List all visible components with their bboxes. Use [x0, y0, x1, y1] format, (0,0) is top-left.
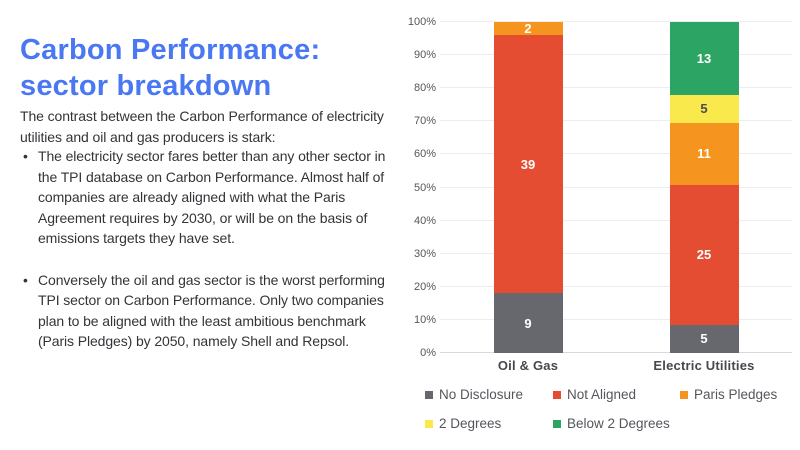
- y-axis-tick-label: 0%: [420, 347, 436, 359]
- legend-label: Paris Pledges: [694, 387, 778, 402]
- gridline: [440, 87, 792, 89]
- legend-item: Paris Pledges: [680, 387, 777, 402]
- bar-segment: 11: [669, 123, 739, 185]
- legend-swatch: [425, 419, 433, 428]
- bar-segment-value: 9: [524, 315, 532, 331]
- gridline: [440, 352, 792, 353]
- plot-area: 9 39 2 5 25 11 5 13: [440, 21, 792, 353]
- gridline: [440, 120, 792, 122]
- chart-legend: No Disclosure Not Aligned Paris Pledges 2 D…: [425, 387, 777, 431]
- gridline: [440, 318, 792, 320]
- x-axis-category-label: Oil & Gas: [497, 358, 559, 373]
- legend-item: Below 2 Degrees: [553, 416, 680, 431]
- gridline: [440, 285, 792, 287]
- legend-label: No Disclosure: [439, 387, 524, 402]
- page-title-line1: Carbon Performance:: [20, 34, 321, 67]
- gridline: [440, 54, 792, 56]
- y-axis-tick-label: 70%: [413, 115, 436, 128]
- legend-label: 2 Degrees: [439, 416, 502, 431]
- y-axis-tick-label: 80%: [413, 82, 436, 95]
- bar-segment-value: 39: [520, 156, 536, 172]
- bar-segment-value: 25: [696, 247, 712, 263]
- bar-segment-value: 13: [696, 50, 712, 66]
- gridline: [440, 186, 792, 188]
- bar-segment: 13: [669, 22, 739, 95]
- y-axis-tick-label: 90%: [413, 49, 436, 62]
- legend-label: Not Aligned: [567, 387, 637, 402]
- bullet-item: Conversely the oil and gas sector is the…: [22, 270, 394, 352]
- stacked-bar: 9 39 2: [493, 21, 563, 353]
- bar-segment: 9: [493, 293, 563, 353]
- gridline: [440, 21, 792, 22]
- x-axis-category-label: Electric Utilities: [653, 358, 755, 373]
- bar-segment-value: 5: [700, 331, 708, 347]
- legend-label: Below 2 Degrees: [567, 416, 670, 431]
- bar-segment-value: 11: [697, 146, 711, 162]
- gridline: [440, 153, 792, 155]
- gridline: [440, 219, 792, 221]
- y-axis-tick-label: 50%: [413, 181, 436, 194]
- y-axis-tick-label: 20%: [413, 280, 436, 293]
- bar-segment: 2: [493, 21, 563, 37]
- legend-swatch: [553, 390, 561, 399]
- bullet-list: The electricity sector fares better than…: [22, 146, 394, 373]
- bar-segment: 39: [493, 35, 563, 294]
- x-axis: Oil & Gas Electric Utilities: [440, 358, 792, 376]
- stacked-bar: 5 25 11 5 13: [669, 22, 739, 353]
- legend-swatch: [680, 390, 688, 399]
- gridline: [440, 252, 792, 254]
- bar-segment: 5: [669, 324, 739, 353]
- page-title-line2: sector breakdown: [20, 70, 272, 103]
- intro-paragraph: The contrast between the Carbon Performa…: [20, 108, 384, 145]
- bullet-item: The electricity sector fares better than…: [22, 146, 394, 249]
- y-axis-tick-label: 60%: [413, 148, 436, 161]
- legend-item: No Disclosure: [425, 387, 553, 402]
- legend-item: 2 Degrees: [425, 416, 553, 431]
- bar-segment: 5: [669, 94, 739, 123]
- y-axis: 0% 10% 20% 30% 40% 50% 60% 70% 80% 90% 100%: [400, 16, 436, 359]
- y-axis-tick-label: 10%: [413, 313, 436, 326]
- legend-item: Not Aligned: [553, 387, 680, 402]
- y-axis-tick-label: 40%: [413, 214, 436, 227]
- chart-region: 0% 10% 20% 30% 40% 50% 60% 70% 80% 90% 100% 9 39 2 5 2…: [400, 0, 800, 450]
- page-title: Carbon Performance: sector breakdown: [20, 32, 400, 104]
- legend-swatch: [425, 390, 433, 399]
- y-axis-tick-label: 100%: [407, 16, 436, 28]
- bar-segment: 25: [669, 184, 739, 325]
- bar-segment-value: 2: [524, 21, 532, 37]
- y-axis-tick-label: 30%: [413, 247, 436, 260]
- legend-swatch: [553, 419, 561, 428]
- bar-segment-value: 5: [700, 101, 708, 117]
